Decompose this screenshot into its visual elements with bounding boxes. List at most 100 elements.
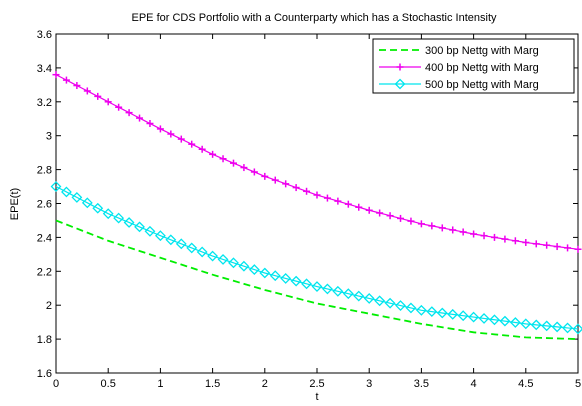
x-axis-label: t [315,391,318,403]
diamond-marker [530,319,542,331]
diamond-marker [509,317,521,328]
plus-marker [219,155,227,163]
diamond-marker [394,78,406,90]
plus-marker [229,159,237,167]
plus-marker [240,164,248,172]
diamond-marker [384,297,396,309]
diamond-marker [311,281,323,292]
y-tick-label: 3 [46,131,52,143]
plus-marker [250,168,258,176]
plus-marker [522,238,530,246]
legend: 300 bp Nettg with Marg 400 bp Nettg with … [372,38,575,94]
plus-marker [292,184,300,192]
plus-marker [376,209,384,217]
plus-marker [73,82,81,90]
plus-marker [282,180,290,188]
diamond-marker [436,307,448,319]
legend-item: 400 bp Nettg with Marg [379,62,539,74]
plus-marker [490,233,498,241]
diamond-marker [259,267,271,279]
plus-marker [146,119,154,127]
diamond-marker [280,272,292,284]
y-tick-label: 1.6 [37,368,52,380]
plus-marker [52,71,60,79]
x-tick-label: 2 [262,378,268,390]
plus-marker [428,222,436,230]
plus-marker [397,214,405,222]
plus-marker [104,98,112,106]
diamond-marker [405,302,417,314]
diamond-marker [353,290,365,302]
x-tick-label: 1 [157,378,163,390]
diamond-marker [562,322,573,334]
plus-marker [470,230,478,238]
diamond-marker [165,234,177,246]
diamond-marker [50,181,62,192]
diamond-marker [322,283,333,295]
y-tick-label: 2.6 [37,199,52,211]
plus-marker [344,200,352,208]
diamond-marker [196,246,208,258]
legend-label: 400 bp Nettg with Marg [425,62,539,74]
y-axis-ticks: 1.6 1.8 2 2.2 2.4 2.6 2.8 3 3.2 3.4 3.6 [37,29,578,380]
diamond-marker [238,260,250,272]
diamond-marker [228,257,239,269]
plus-marker [396,63,404,71]
plus-marker [209,150,217,158]
plus-marker [313,191,321,199]
plus-marker [417,220,425,228]
series-3 [50,181,582,335]
legend-label: 300 bp Nettg with Marg [425,45,539,57]
diamond-marker [61,186,72,198]
plus-marker [177,135,185,143]
plus-marker [136,114,144,122]
diamond-marker [134,221,145,233]
plus-marker [271,176,279,184]
series-layer [50,71,582,340]
diamond-marker [217,254,229,265]
plus-marker [261,172,269,180]
x-tick-label: 0 [53,378,59,390]
x-tick-label: 2.5 [309,378,324,390]
diamond-marker [520,318,532,330]
diamond-marker [71,191,83,203]
diamond-marker [175,238,187,250]
diamond-marker [374,295,386,307]
plus-marker [94,92,102,100]
y-tick-label: 2.4 [37,232,52,244]
diamond-marker [499,315,511,327]
diamond-marker [572,323,582,335]
diamond-marker [447,308,459,320]
plus-marker [303,187,311,195]
plus-marker [188,140,196,148]
diamond-marker [415,304,427,316]
diamond-marker [81,197,93,209]
diamond-marker [426,306,438,318]
diamond-marker [123,217,135,228]
x-tick-label: 3 [366,378,372,390]
x-tick-label: 4 [471,378,477,390]
plus-marker [532,240,540,248]
plus-marker [480,232,488,240]
chart-title: EPE for CDS Portfolio with a Counterpart… [132,12,497,24]
plus-marker [83,87,91,95]
y-tick-label: 3.4 [37,63,52,75]
diamond-marker [207,250,219,262]
plus-marker [386,212,394,220]
x-tick-label: 4.5 [518,378,533,390]
plus-marker [62,76,70,84]
plus-marker [553,243,561,251]
plus-marker [459,228,467,236]
diamond-marker [102,208,114,220]
y-tick-label: 2 [46,300,52,312]
plus-marker [407,217,415,225]
plus-marker [115,103,123,111]
plus-marker [438,224,446,232]
legend-item: 500 bp Nettg with Marg [379,78,539,91]
diamond-marker [144,225,156,237]
diamond-marker [457,310,469,322]
plus-marker [125,109,133,117]
x-tick-label: 5 [575,378,581,390]
diamond-marker [186,242,198,254]
